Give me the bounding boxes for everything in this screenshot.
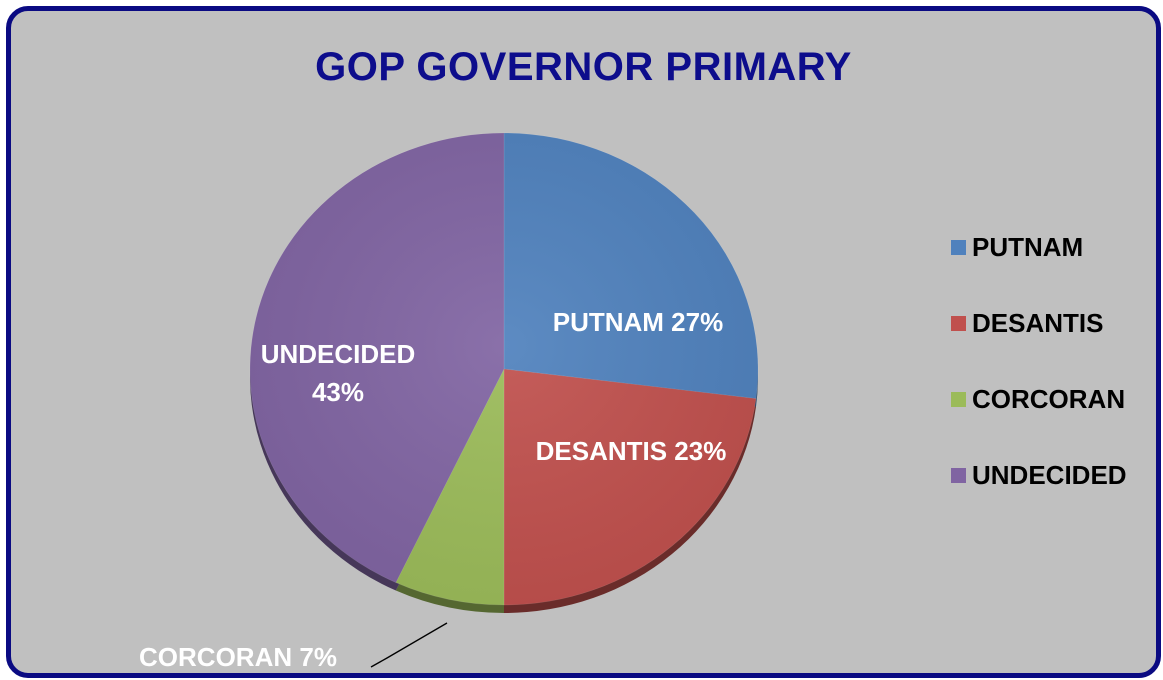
legend: PUTNAM DESANTIS CORCORAN UNDECIDED [951, 231, 1127, 537]
data-label-putnam: PUTNAM 27% [553, 307, 723, 337]
legend-swatch-desantis [951, 315, 966, 331]
legend-item-desantis: DESANTIS [951, 307, 1127, 338]
legend-label-putnam: PUTNAM [972, 231, 1084, 262]
chart-title: GOP GOVERNOR PRIMARY [315, 45, 852, 89]
legend-item-putnam: PUTNAM [951, 231, 1127, 262]
legend-label-desantis: DESANTIS [972, 307, 1104, 338]
legend-item-corcoran: CORCORAN [951, 383, 1127, 414]
data-label-corcoran: CORCORAN 7% [139, 642, 337, 672]
data-label-undecided: UNDECIDED 43% [261, 339, 416, 407]
legend-swatch-corcoran [951, 391, 966, 407]
legend-item-undecided: UNDECIDED [951, 459, 1127, 490]
pie-slice-desantis [503, 368, 757, 606]
leader-line-corcoran [370, 622, 448, 668]
data-label-desantis: DESANTIS 23% [536, 436, 727, 466]
chart-frame: GOP GOVERNOR PRIMARY PUTNAM 27% DESANTIS … [6, 6, 1161, 678]
legend-swatch-undecided [951, 467, 966, 483]
pie-chart: PUTNAM 27% DESANTIS 23% CORCORAN 7% UNDECID… [139, 132, 759, 672]
legend-label-corcoran: CORCORAN [972, 383, 1126, 414]
legend-swatch-putnam [951, 239, 966, 255]
pie-slice-putnam [503, 132, 759, 399]
legend-label-undecided: UNDECIDED [972, 459, 1127, 490]
